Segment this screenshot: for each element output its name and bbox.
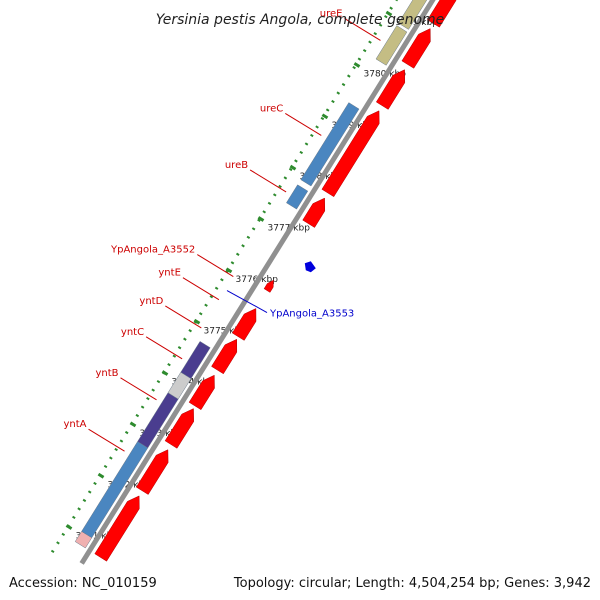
- forward-gene-6: [263, 279, 274, 293]
- forward-gene-7: [302, 197, 326, 228]
- tick-mark-9: [353, 62, 361, 68]
- gene-marker-blue: [304, 261, 316, 273]
- gene-label-4: yntE: [158, 268, 181, 279]
- tick-mark-5: [225, 267, 233, 274]
- leader-line-2: [145, 336, 183, 360]
- gene-label-0: yntA: [63, 419, 86, 430]
- gene-label-layer: yntA yntB yntC yntD yntE YpAngola_A3552 ureB ur…: [63, 8, 354, 430]
- tick-mark-1: [97, 472, 105, 479]
- tick-mark-0: [65, 524, 73, 530]
- gene-label-1: yntB: [95, 368, 118, 379]
- map-title: Yersinia pestis Angola, complete genome: [156, 12, 445, 28]
- leader-line-9: [226, 290, 268, 313]
- gene-label-6: ureB: [225, 160, 248, 171]
- gene-label-5: YpAngola_A3552: [110, 245, 195, 256]
- tick-mark-3: [161, 370, 169, 376]
- gene-label-8: ureE: [320, 8, 343, 19]
- forward-gene-9: [375, 69, 406, 110]
- tick-mark-7: [289, 164, 297, 171]
- leader-line-1: [120, 377, 157, 401]
- tick-mark-2: [129, 421, 137, 428]
- forward-gene-5: [231, 308, 257, 341]
- forward-gene-0: [94, 495, 140, 562]
- reverse-strand-layer: [74, 0, 428, 549]
- footer-background: [0, 570, 600, 600]
- tick-mark-4: [193, 318, 201, 325]
- forward-gene-4: [211, 338, 238, 375]
- minor-tick-line: [50, 0, 398, 554]
- gene-label-2: yntC: [121, 327, 144, 338]
- reverse-gene-6: [300, 102, 360, 187]
- forward-gene-1: [135, 449, 169, 495]
- gene-label-3: yntD: [139, 296, 163, 307]
- reverse-gene-4: [180, 341, 211, 379]
- topology-text: Topology: circular; Length: 4,504,254 bp…: [233, 576, 591, 591]
- tick-mark-8: [321, 113, 329, 120]
- reverse-gene-7: [375, 25, 408, 66]
- leader-line-8: [344, 17, 381, 41]
- tick-mark-6: [257, 216, 265, 222]
- label-leader-layer: [88, 17, 381, 452]
- leader-line-7: [285, 112, 322, 136]
- forward-strand-layer: [94, 0, 457, 562]
- accession-text: Accession: NC_010159: [9, 576, 157, 591]
- gene-label-7: ureC: [260, 103, 283, 114]
- leader-line-3: [165, 305, 202, 329]
- genome-backbone: [79, 0, 436, 565]
- forward-gene-11: [427, 0, 457, 28]
- leader-line-6: [249, 169, 287, 193]
- forward-gene-10: [401, 28, 431, 69]
- reverse-gene-5: [286, 184, 309, 210]
- forward-gene-8: [321, 110, 380, 198]
- leader-line-4: [182, 277, 220, 301]
- leader-line-0: [88, 428, 125, 452]
- forward-gene-3: [188, 374, 215, 411]
- gene-label-9: YpAngola_A3553: [269, 309, 354, 320]
- reverse-gene-8: [398, 0, 428, 30]
- leader-line-5: [197, 254, 234, 278]
- forward-gene-2: [164, 408, 194, 449]
- tick-mark-10: [385, 10, 393, 17]
